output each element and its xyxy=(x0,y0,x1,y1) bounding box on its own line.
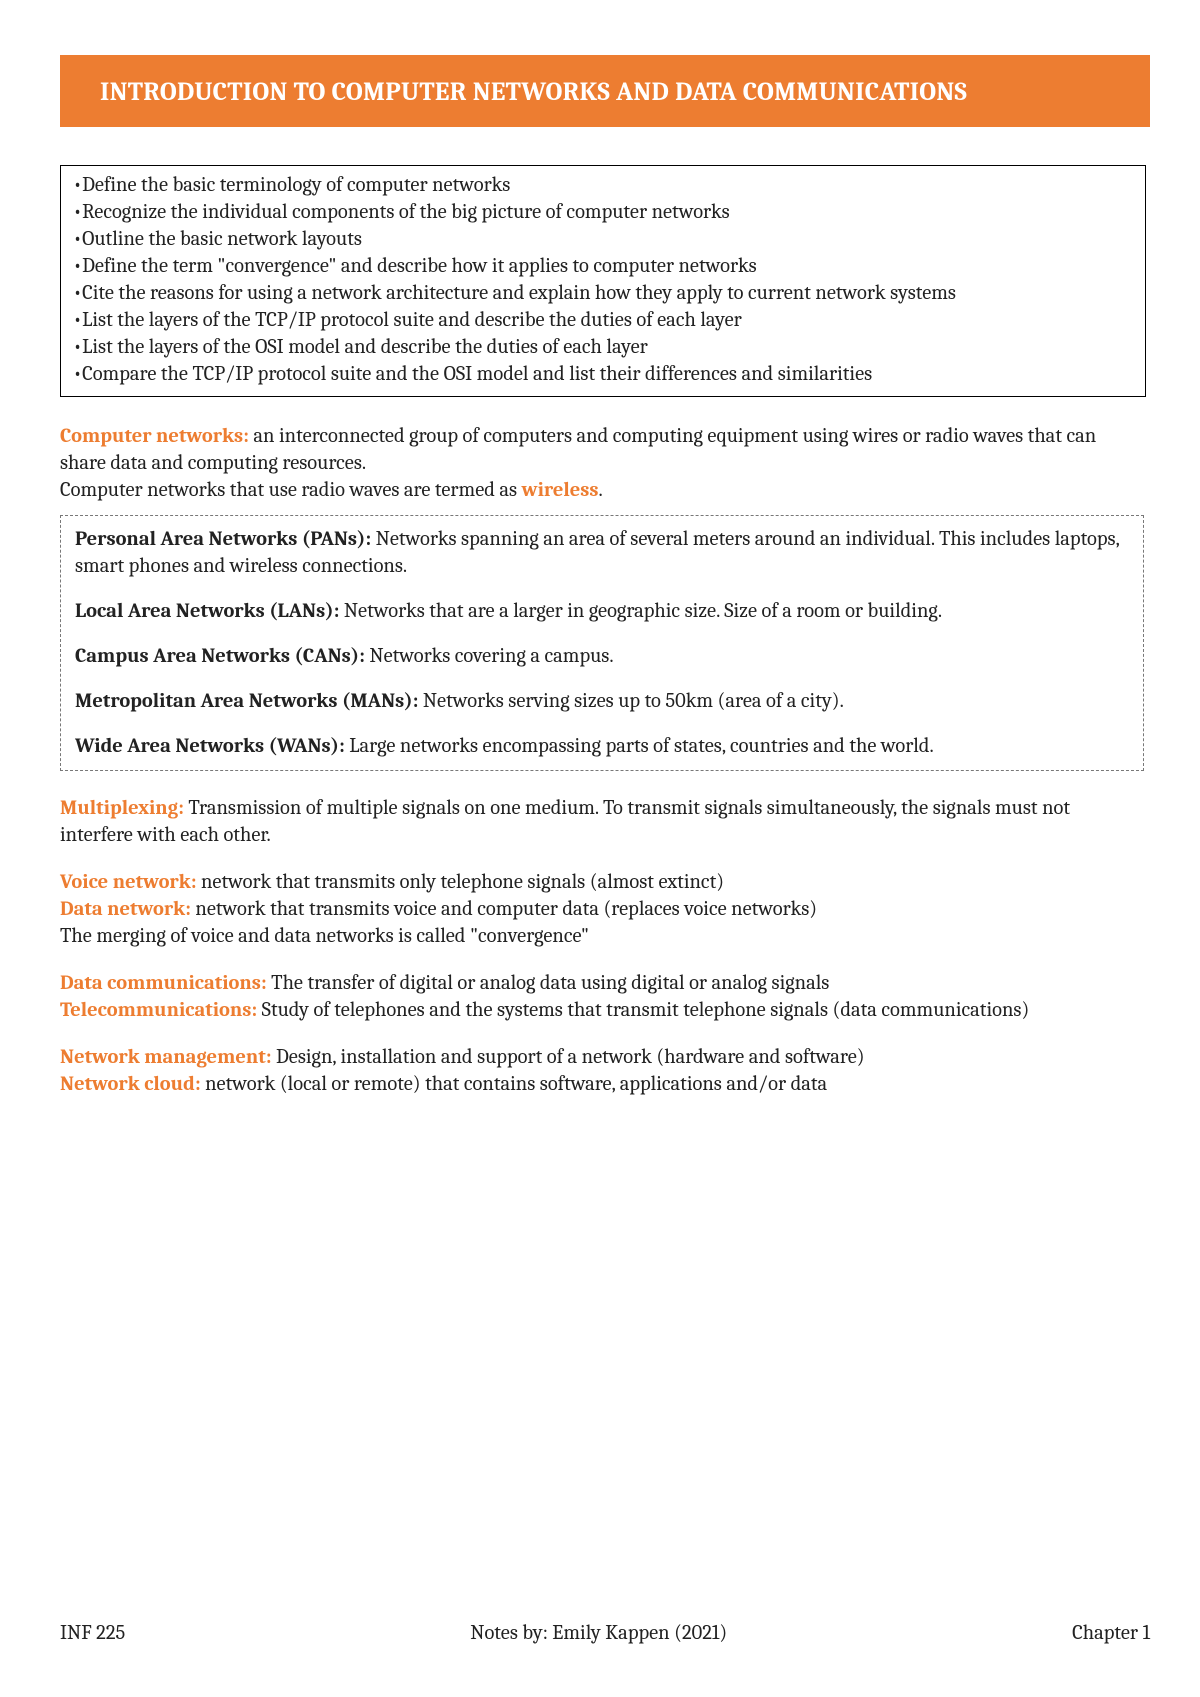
term-multiplexing: Multiplexing: xyxy=(60,797,184,820)
network-type-item: Campus Area Networks (CANs): Networks co… xyxy=(75,643,1129,670)
footer-center: Notes by: Emily Kappen (2021) xyxy=(470,1622,727,1645)
network-type-name: Wide Area Networks (WANs): xyxy=(75,735,345,758)
objectives-box: •Define the basic terminology of compute… xyxy=(60,165,1146,397)
term-data-network: Data network: xyxy=(60,898,191,921)
term-network-management: Network management: xyxy=(60,1046,271,1069)
intro-line2-post: . xyxy=(599,479,603,502)
datacomm-text: The transfer of digital or analog data u… xyxy=(267,972,830,995)
network-type-name: Campus Area Networks (CANs): xyxy=(75,645,365,668)
network-type-name: Personal Area Networks (PANs): xyxy=(75,528,371,551)
network-type-name: Local Area Networks (LANs): xyxy=(75,600,339,623)
network-type-item: Wide Area Networks (WANs): Large network… xyxy=(75,733,1129,760)
network-type-desc: Networks covering a campus. xyxy=(365,645,614,668)
network-type-item: Metropolitan Area Networks (MANs): Netwo… xyxy=(75,688,1129,715)
body-content: Computer networks: an interconnected gro… xyxy=(60,423,1150,1098)
network-type-item: Personal Area Networks (PANs): Networks … xyxy=(75,526,1129,580)
multiplexing-text: Transmission of multiple signals on one … xyxy=(60,797,1070,847)
term-data-communications: Data communications: xyxy=(60,972,267,995)
voice-data-paragraph: Voice network: network that transmits on… xyxy=(60,869,1146,950)
term-telecommunications: Telecommunications: xyxy=(60,999,257,1022)
convergence-text: The merging of voice and data networks i… xyxy=(60,925,589,948)
network-types-box: Personal Area Networks (PANs): Networks … xyxy=(60,515,1144,771)
objective-item: •Define the basic terminology of compute… xyxy=(73,172,1133,199)
intro-line2-pre: Computer networks that use radio waves a… xyxy=(60,479,522,502)
network-type-item: Local Area Networks (LANs): Networks tha… xyxy=(75,598,1129,625)
network-type-desc: Large networks encompassing parts of sta… xyxy=(345,735,934,758)
network-type-desc: Networks that are a larger in geographic… xyxy=(339,600,942,623)
term-computer-networks: Computer networks: xyxy=(60,425,249,448)
objective-item: •Recognize the individual components of … xyxy=(73,199,1133,226)
term-network-cloud: Network cloud: xyxy=(60,1073,201,1096)
term-voice-network: Voice network: xyxy=(60,871,196,894)
objective-item: •Cite the reasons for using a network ar… xyxy=(73,280,1133,307)
network-type-desc: Networks serving sizes up to 50km (area … xyxy=(418,690,843,713)
objective-item: •List the layers of the OSI model and de… xyxy=(73,334,1133,361)
telecom-text: Study of telephones and the systems that… xyxy=(257,999,1029,1022)
page-title: INTRODUCTION TO COMPUTER NETWORKS AND DA… xyxy=(100,77,967,107)
network-type-name: Metropolitan Area Networks (MANs): xyxy=(75,690,418,713)
netmgmt-text: Design, installation and support of a ne… xyxy=(271,1046,864,1069)
voice-text: network that transmits only telephone si… xyxy=(196,871,724,894)
communications-paragraph: Data communications: The transfer of dig… xyxy=(60,970,1146,1024)
objective-item: •Outline the basic network layouts xyxy=(73,226,1133,253)
page-title-bar: INTRODUCTION TO COMPUTER NETWORKS AND DA… xyxy=(60,55,1150,127)
management-paragraph: Network management: Design, installation… xyxy=(60,1044,1146,1098)
multiplexing-paragraph: Multiplexing: Transmission of multiple s… xyxy=(60,795,1146,849)
footer-left: INF 225 xyxy=(60,1622,125,1645)
page-footer: INF 225 Notes by: Emily Kappen (2021) Ch… xyxy=(60,1622,1150,1645)
objective-item: •List the layers of the TCP/IP protocol … xyxy=(73,307,1133,334)
objective-item: •Define the term "convergence" and descr… xyxy=(73,253,1133,280)
intro-paragraph: Computer networks: an interconnected gro… xyxy=(60,423,1146,504)
cloud-text: network (local or remote) that contains … xyxy=(201,1073,828,1096)
term-wireless: wireless xyxy=(522,479,599,502)
footer-right: Chapter 1 xyxy=(1072,1622,1150,1645)
objective-item: •Compare the TCP/IP protocol suite and t… xyxy=(73,361,1133,388)
data-text: network that transmits voice and compute… xyxy=(191,898,817,921)
